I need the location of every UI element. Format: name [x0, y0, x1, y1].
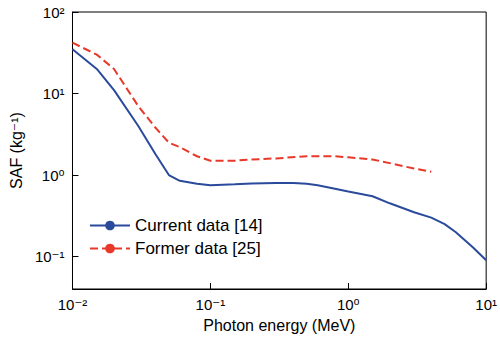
svg-text:10⁰: 10⁰ — [42, 167, 65, 184]
svg-text:10⁻¹: 10⁻¹ — [196, 296, 226, 313]
svg-text:Current data [14]: Current data [14] — [135, 216, 263, 235]
svg-text:10¹: 10¹ — [475, 296, 497, 313]
svg-text:10¹: 10¹ — [43, 85, 65, 102]
svg-text:Photon energy (MeV): Photon energy (MeV) — [203, 317, 355, 334]
svg-text:Former data [25]: Former data [25] — [135, 239, 261, 258]
svg-text:10⁻¹: 10⁻¹ — [35, 248, 65, 265]
svg-text:10⁰: 10⁰ — [337, 296, 360, 313]
svg-text:10⁻²: 10⁻² — [58, 296, 88, 313]
svg-text:SAF (kg⁻¹): SAF (kg⁻¹) — [8, 112, 25, 189]
svg-text:10²: 10² — [43, 4, 65, 21]
